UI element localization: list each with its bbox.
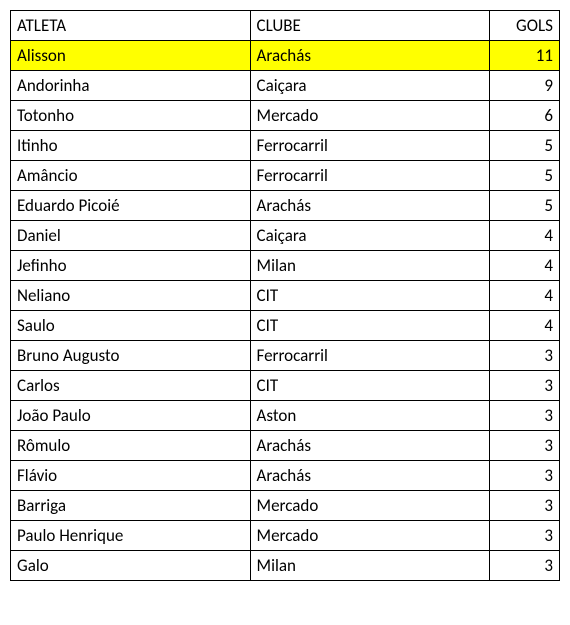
cell-gols: 5 — [490, 131, 560, 161]
cell-atleta: Amâncio — [11, 161, 251, 191]
table-row: AndorinhaCaiçara9 — [11, 71, 560, 101]
cell-clube: Caiçara — [250, 71, 490, 101]
cell-gols: 5 — [490, 191, 560, 221]
table-row: DanielCaiçara4 — [11, 221, 560, 251]
cell-gols: 4 — [490, 311, 560, 341]
table-body: AlissonArachás11AndorinhaCaiçara9Totonho… — [11, 41, 560, 581]
table-row: ItinhoFerrocarril5 — [11, 131, 560, 161]
cell-gols: 3 — [490, 491, 560, 521]
cell-gols: 3 — [490, 521, 560, 551]
table-row: João PauloAston3 — [11, 401, 560, 431]
table-row: AmâncioFerrocarril5 — [11, 161, 560, 191]
cell-clube: Mercado — [250, 521, 490, 551]
cell-clube: Ferrocarril — [250, 161, 490, 191]
cell-gols: 5 — [490, 161, 560, 191]
table-row: JefinhoMilan4 — [11, 251, 560, 281]
scorers-table: ATLETA CLUBE GOLS AlissonArachás11Andori… — [10, 10, 560, 581]
cell-atleta: João Paulo — [11, 401, 251, 431]
cell-clube: Aston — [250, 401, 490, 431]
table-row: FlávioArachás3 — [11, 461, 560, 491]
table-row: AlissonArachás11 — [11, 41, 560, 71]
cell-atleta: Alisson — [11, 41, 251, 71]
cell-gols: 11 — [490, 41, 560, 71]
cell-atleta: Jefinho — [11, 251, 251, 281]
cell-clube: CIT — [250, 371, 490, 401]
cell-gols: 3 — [490, 431, 560, 461]
table-row: Paulo HenriqueMercado3 — [11, 521, 560, 551]
cell-gols: 3 — [490, 371, 560, 401]
cell-clube: Arachás — [250, 41, 490, 71]
cell-atleta: Andorinha — [11, 71, 251, 101]
cell-clube: Arachás — [250, 191, 490, 221]
cell-gols: 3 — [490, 341, 560, 371]
cell-atleta: Barriga — [11, 491, 251, 521]
cell-atleta: Daniel — [11, 221, 251, 251]
cell-clube: Caiçara — [250, 221, 490, 251]
cell-clube: Mercado — [250, 101, 490, 131]
cell-gols: 3 — [490, 461, 560, 491]
table-row: TotonhoMercado6 — [11, 101, 560, 131]
cell-gols: 4 — [490, 281, 560, 311]
cell-clube: Ferrocarril — [250, 131, 490, 161]
cell-atleta: Flávio — [11, 461, 251, 491]
cell-atleta: Carlos — [11, 371, 251, 401]
cell-atleta: Neliano — [11, 281, 251, 311]
cell-clube: Milan — [250, 251, 490, 281]
cell-clube: CIT — [250, 281, 490, 311]
cell-atleta: Galo — [11, 551, 251, 581]
cell-atleta: Totonho — [11, 101, 251, 131]
cell-gols: 3 — [490, 551, 560, 581]
table-row: BarrigaMercado3 — [11, 491, 560, 521]
cell-atleta: Rômulo — [11, 431, 251, 461]
cell-gols: 6 — [490, 101, 560, 131]
cell-gols: 4 — [490, 251, 560, 281]
table-row: CarlosCIT3 — [11, 371, 560, 401]
cell-atleta: Saulo — [11, 311, 251, 341]
table-row: Bruno AugustoFerrocarril3 — [11, 341, 560, 371]
table-row: Eduardo PicoiéArachás5 — [11, 191, 560, 221]
table-row: SauloCIT4 — [11, 311, 560, 341]
cell-atleta: Eduardo Picoié — [11, 191, 251, 221]
cell-atleta: Bruno Augusto — [11, 341, 251, 371]
cell-gols: 9 — [490, 71, 560, 101]
cell-clube: Mercado — [250, 491, 490, 521]
table-row: RômuloArachás3 — [11, 431, 560, 461]
table-row: GaloMilan3 — [11, 551, 560, 581]
table-row: NelianoCIT4 — [11, 281, 560, 311]
cell-clube: Arachás — [250, 461, 490, 491]
header-gols: GOLS — [490, 11, 560, 41]
cell-clube: CIT — [250, 311, 490, 341]
cell-atleta: Paulo Henrique — [11, 521, 251, 551]
header-clube: CLUBE — [250, 11, 490, 41]
cell-clube: Milan — [250, 551, 490, 581]
cell-clube: Ferrocarril — [250, 341, 490, 371]
cell-gols: 4 — [490, 221, 560, 251]
table-header-row: ATLETA CLUBE GOLS — [11, 11, 560, 41]
cell-atleta: Itinho — [11, 131, 251, 161]
header-atleta: ATLETA — [11, 11, 251, 41]
cell-gols: 3 — [490, 401, 560, 431]
cell-clube: Arachás — [250, 431, 490, 461]
